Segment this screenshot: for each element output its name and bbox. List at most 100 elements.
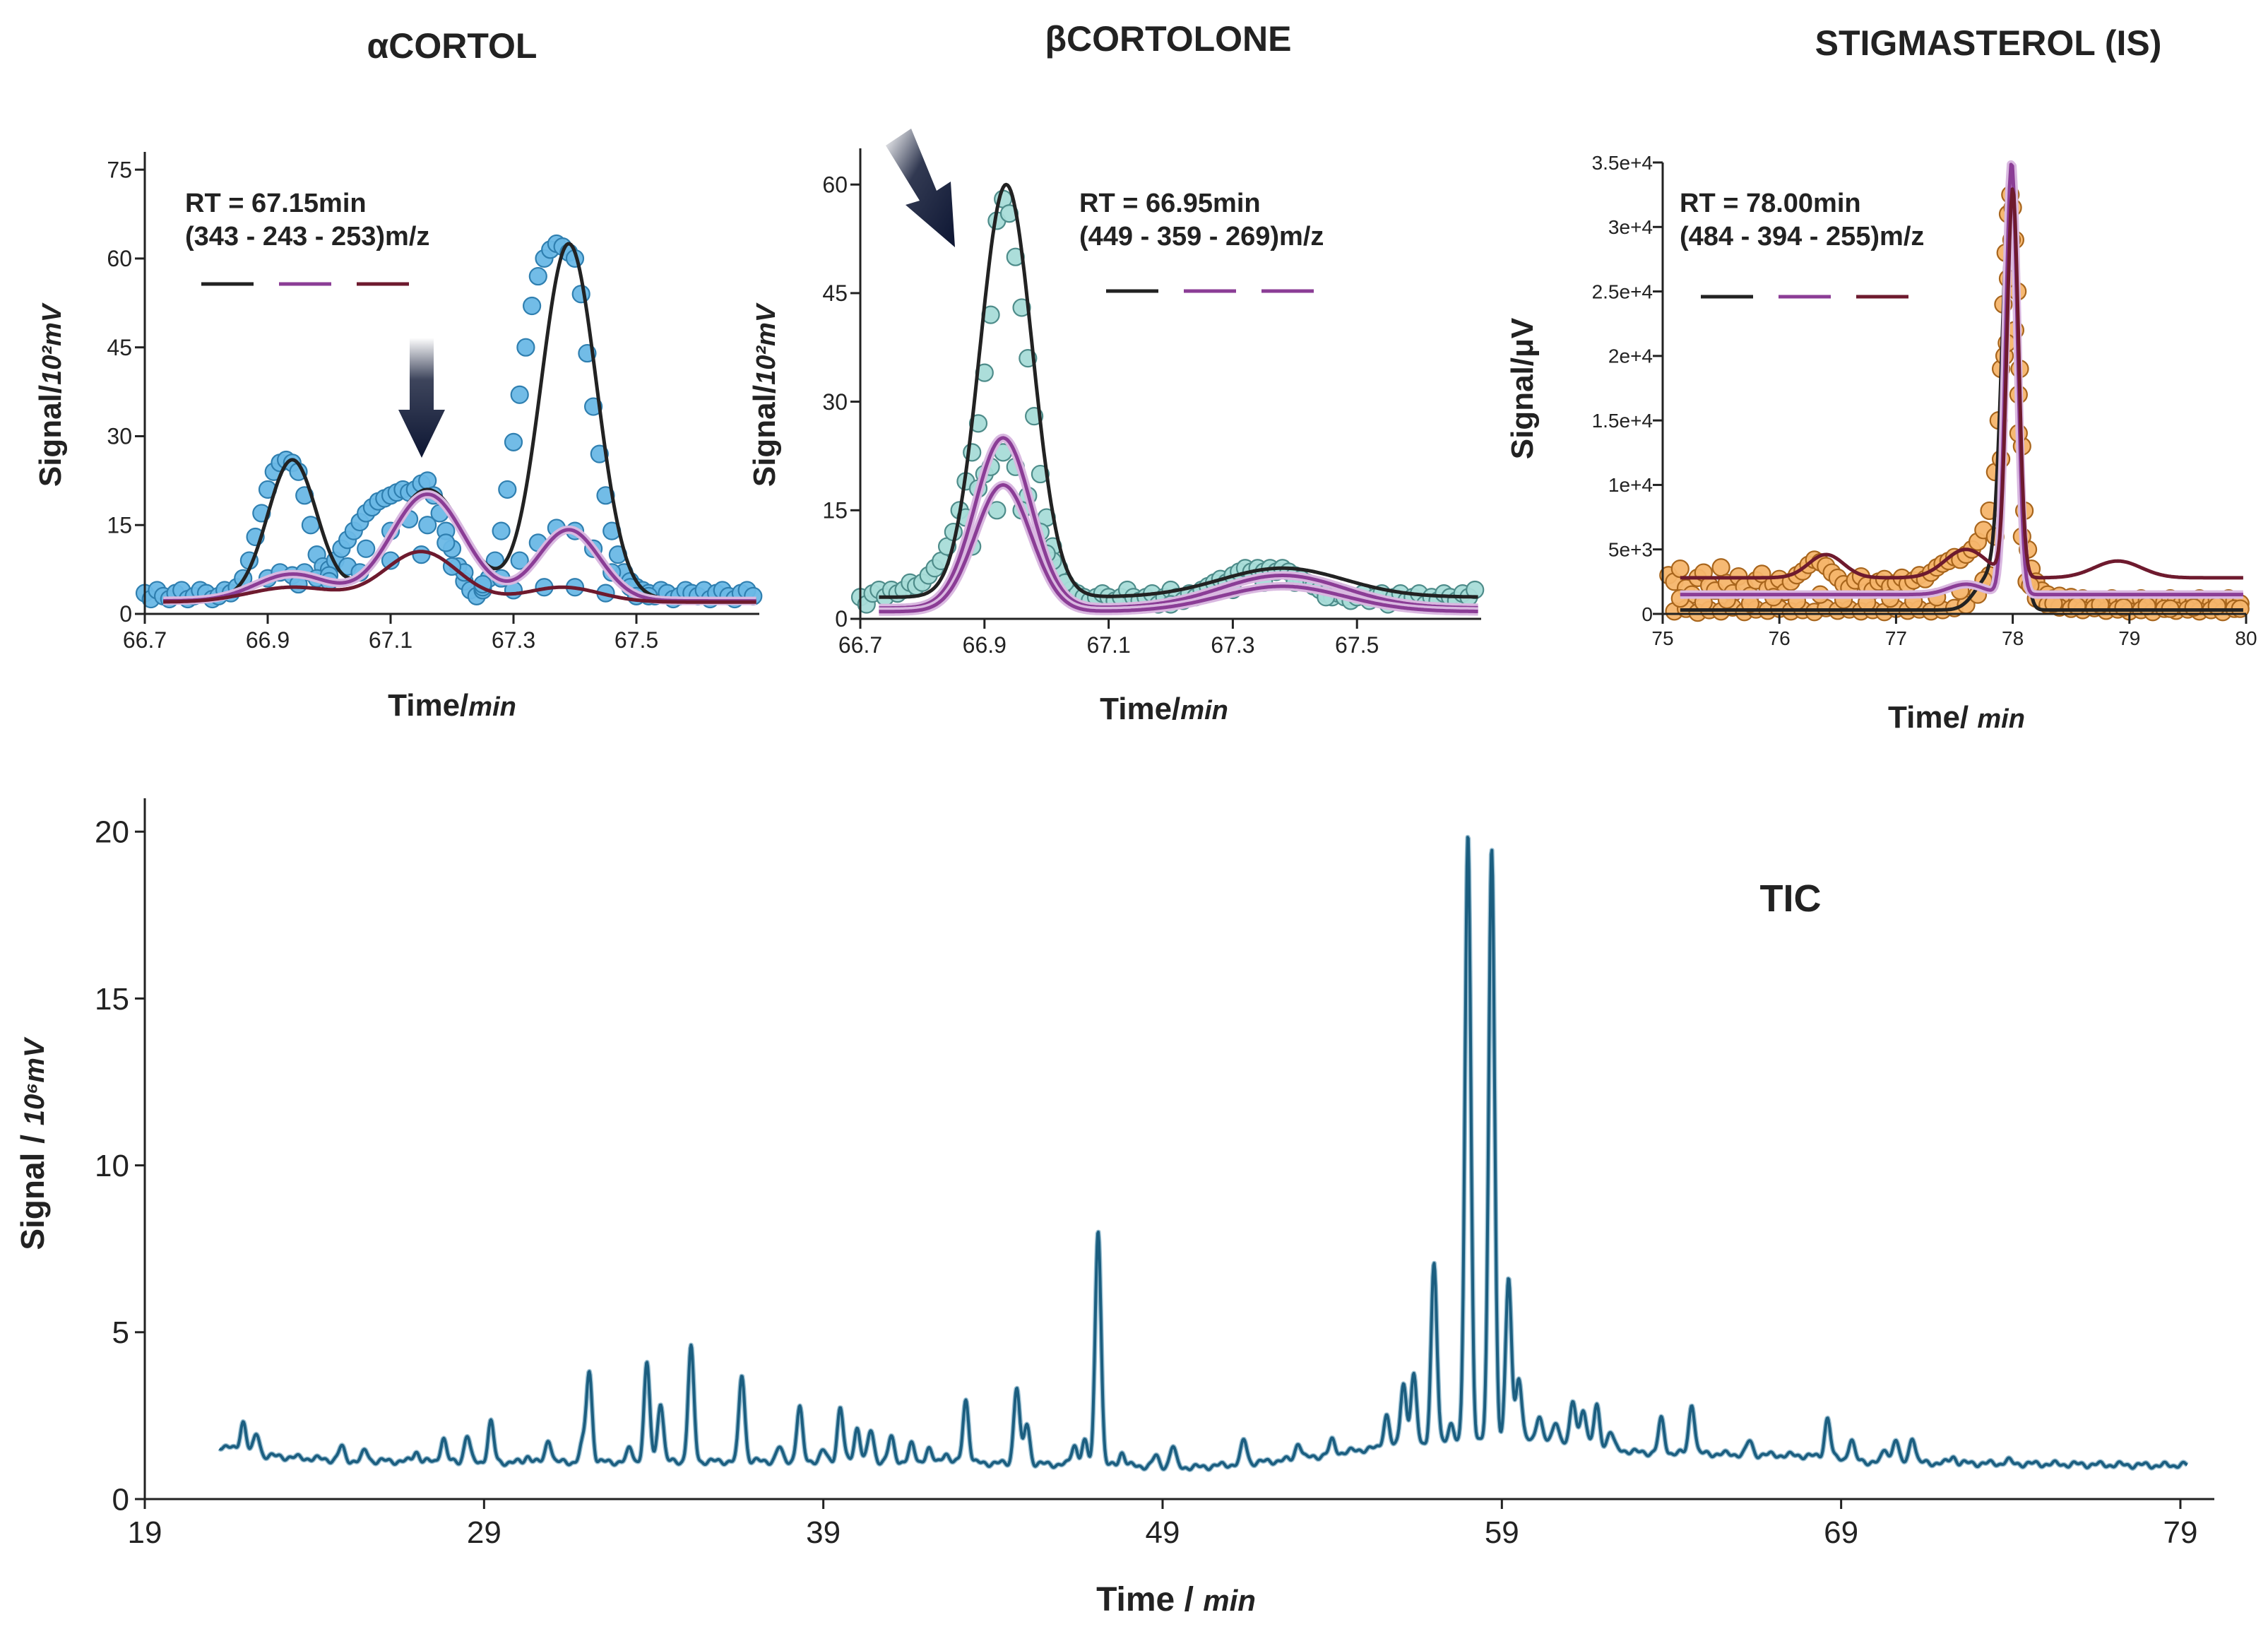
- data-point: [1711, 558, 1730, 577]
- y-axis-label: Signal/μV: [1505, 317, 1540, 459]
- y-tick-label: 2.5e+4: [1592, 280, 1653, 302]
- x-tick-label: 80: [2235, 627, 2257, 649]
- x-tick-label: 66.9: [963, 632, 1007, 658]
- data-point: [2067, 596, 2086, 616]
- x-axis-unit: min: [1203, 1584, 1256, 1617]
- y-axis-unit: 10²mV: [37, 302, 67, 385]
- x-tick-label: 67.5: [1335, 632, 1379, 658]
- y-ticks: 0 15 30 45 60 75: [107, 157, 145, 627]
- data-point: [418, 516, 437, 535]
- fit-line-0: [1680, 186, 2244, 612]
- x-tick-label: 67.1: [369, 627, 412, 653]
- y-tick-label: 30: [107, 424, 132, 449]
- peak-arrow-icon: [886, 129, 955, 247]
- y-tick-label: 3.5e+4: [1592, 152, 1653, 174]
- y-tick-label: 1.5e+4: [1592, 410, 1653, 432]
- y-axis-label: Signal/10²mV: [33, 302, 68, 487]
- retention-time-annotation: RT = 66.95min: [1079, 189, 1261, 218]
- data-point: [516, 338, 535, 357]
- y-tick-label: 75: [107, 157, 132, 182]
- plot-area: [1659, 160, 2250, 622]
- y-tick-label: 15: [107, 512, 132, 538]
- data-point: [1670, 559, 1690, 579]
- x-tick-label: 67.1: [1086, 632, 1130, 658]
- x-axis-label: Time/min: [1100, 692, 1228, 726]
- x-tick-label: 76: [1769, 627, 1791, 649]
- y-tick-label: 0: [112, 1482, 129, 1517]
- y-tick-label: 60: [107, 246, 132, 271]
- y-tick-label: 45: [107, 335, 132, 360]
- y-tick-label: 0: [119, 601, 132, 627]
- y-axis-label: Signal / 10⁶mV: [14, 1036, 51, 1250]
- data-point: [357, 539, 376, 558]
- chart-stigmasterol: STIGMASTEROL (IS) 0 5e+3 1e+4 1.5e+4 2e+4 2.5…: [1505, 23, 2257, 735]
- fit-line-2: [162, 550, 757, 604]
- chart-title: STIGMASTEROL (IS): [1815, 23, 2162, 63]
- y-axis-label: Signal/10²mV: [747, 302, 782, 487]
- x-axis-unit: min: [1977, 704, 2025, 734]
- chart-title: βCORTOLONE: [1045, 19, 1291, 59]
- fit-line-2: [1680, 187, 2244, 580]
- x-tick-label: 67.5: [615, 627, 658, 653]
- x-tick-label: 19: [128, 1515, 162, 1550]
- y-tick-label: 3e+4: [1608, 216, 1653, 238]
- chart-tic: 0 5 10 15 20 19 29 39 49 59 69 79 TIC Signal / 10⁶…: [14, 798, 2214, 1618]
- x-ticks: 66.7 66.9 67.1 67.3 67.5: [838, 619, 1379, 658]
- x-tick-label: 78: [2002, 627, 2024, 649]
- y-tick-label: 1e+4: [1608, 474, 1653, 496]
- y-axis-unit: 10²mV: [752, 302, 781, 385]
- y-tick-label: 10: [95, 1149, 129, 1183]
- mz-annotation: (484 - 394 - 255)m/z: [1680, 222, 1924, 251]
- x-tick-label: 77: [1885, 627, 1907, 649]
- x-tick-label: 79: [2163, 1515, 2197, 1550]
- data-point: [571, 285, 590, 304]
- data-point: [492, 521, 511, 540]
- retention-time-annotation: RT = 78.00min: [1680, 189, 1861, 218]
- fit-line-0: [879, 182, 1478, 599]
- x-tick-label: 49: [1146, 1515, 1180, 1550]
- data-point: [412, 545, 431, 564]
- x-tick-label: 67.3: [1211, 632, 1254, 658]
- x-tick-label: 59: [1485, 1515, 1519, 1550]
- x-tick-label: 29: [467, 1515, 501, 1550]
- data-point: [510, 385, 529, 404]
- tic-line-halo: [218, 834, 2190, 1472]
- y-ticks: 0 5 10 15 20: [95, 815, 145, 1517]
- mz-annotation: (449 - 359 - 269)m/z: [1079, 222, 1324, 251]
- chart-beta-cortolone: βCORTOLONE 0 15 30 45 60 66.7 66.9 67.1 67.3 67.…: [747, 19, 1485, 726]
- data-point: [2137, 596, 2156, 616]
- chart-alpha-cortol: αCORTOL 0 15 30 45 60 75 66.7 66.9 67.1 67.3 67.5…: [33, 26, 763, 723]
- fit-line-1: [879, 436, 1478, 610]
- plot-area: [850, 182, 1485, 616]
- x-tick-label: 75: [1651, 627, 1673, 649]
- chart-title: TIC: [1760, 877, 1822, 920]
- y-tick-label: 15: [822, 498, 848, 523]
- y-tick-label: 45: [822, 280, 848, 306]
- x-axis-label: Time/ min: [1888, 700, 2025, 735]
- y-tick-label: 0: [1641, 603, 1653, 625]
- data-point: [301, 516, 320, 535]
- x-tick-label: 66.7: [838, 632, 882, 658]
- data-point: [2207, 596, 2226, 616]
- x-tick-label: 66.7: [123, 627, 167, 653]
- x-ticks: 66.7 66.9 67.1 67.3 67.5: [123, 614, 658, 653]
- y-ticks: 0 15 30 45 60: [822, 172, 860, 632]
- x-axis-unit: min: [1180, 696, 1228, 726]
- x-axis-label: Time / min: [1096, 1581, 1256, 1618]
- y-tick-label: 5: [112, 1315, 129, 1350]
- data-point: [528, 266, 547, 286]
- y-tick-label: 15: [95, 982, 129, 1017]
- plot-area: [135, 234, 763, 609]
- x-tick-label: 69: [1824, 1515, 1858, 1550]
- x-tick-label: 66.9: [246, 627, 290, 653]
- retention-time-annotation: RT = 67.15min: [185, 189, 367, 218]
- plot-area: [218, 834, 2190, 1472]
- data-point: [522, 296, 542, 316]
- y-tick-label: 5e+3: [1608, 539, 1653, 561]
- mz-annotation: (343 - 243 - 253)m/z: [185, 222, 429, 251]
- x-axis-unit: min: [468, 692, 516, 722]
- y-tick-label: 20: [95, 815, 129, 850]
- peak-arrow-icon: [398, 338, 445, 458]
- data-point: [504, 432, 523, 451]
